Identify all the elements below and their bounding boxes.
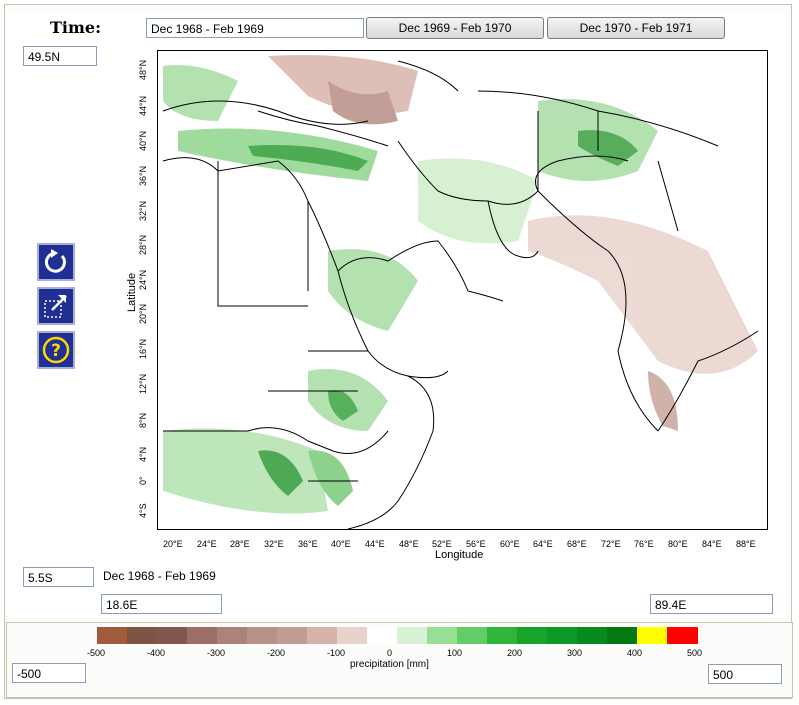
lat-tick: 4°S: [138, 503, 148, 518]
svg-text:?: ?: [51, 341, 61, 361]
lon-tick: 32°E: [264, 539, 284, 549]
lon-tick: 36°E: [298, 539, 318, 549]
colorbar-cell: [547, 627, 578, 644]
lat-tick: 12°N: [138, 373, 148, 394]
lat-tick: 24°N: [138, 269, 148, 290]
colorbar-min-field[interactable]: -500: [12, 663, 86, 683]
latitude-axis-title: Latitude: [126, 272, 138, 312]
lat-tick: 0°: [138, 476, 148, 485]
refresh-button[interactable]: [37, 243, 75, 281]
colorbar-cell: [427, 627, 458, 644]
lat-tick: 36°N: [138, 165, 148, 186]
colorbar-cell: [367, 627, 398, 644]
lat-tick: 16°N: [138, 338, 148, 359]
colorbar-cell: [127, 627, 158, 644]
colorbar-cell: [667, 627, 698, 644]
colorbar-cell: [637, 627, 668, 644]
colorbar-tick-label: -100: [327, 648, 346, 658]
longitude-axis-title: Longitude: [435, 549, 484, 561]
colorbar-cell: [397, 627, 428, 644]
help-icon: ?: [42, 336, 70, 364]
precipitation-map[interactable]: [157, 50, 768, 530]
lon-tick: 60°E: [500, 539, 520, 549]
lon-tick: 28°E: [230, 539, 250, 549]
lon-tick: 40°E: [331, 539, 351, 549]
lon-tick: 84°E: [702, 539, 722, 549]
lon-tick: 76°E: [634, 539, 654, 549]
colorbar-title: precipitation [mm]: [350, 659, 429, 670]
lon-tick: 64°E: [533, 539, 553, 549]
lat-tick: 8°N: [138, 412, 148, 428]
north-bound-field[interactable]: 49.5N: [23, 46, 97, 66]
lat-tick: 44°N: [138, 95, 148, 116]
colorbar-tick-label: -400: [147, 648, 166, 658]
west-bound-field[interactable]: 18.6E: [101, 594, 222, 614]
zoom-region-icon: [44, 295, 67, 318]
colorbar-cell: [487, 627, 518, 644]
refresh-icon: [44, 249, 66, 273]
help-button[interactable]: ?: [37, 331, 75, 369]
south-bound-field[interactable]: 5.5S: [23, 567, 94, 587]
colorbar-cell: [217, 627, 248, 644]
colorbar-cell: [97, 627, 128, 644]
colorbar-cell: [607, 627, 638, 644]
colorbar-tick-label: 0: [387, 648, 393, 658]
colorbar-tick-label: 300: [567, 648, 583, 658]
colorbar-tick-label: -200: [267, 648, 286, 658]
colorbar-tick-label: 400: [627, 648, 643, 658]
lon-tick: 68°E: [567, 539, 587, 549]
lat-tick: 48°N: [138, 59, 148, 80]
lon-tick: 52°E: [432, 539, 452, 549]
zoom-region-button[interactable]: [37, 287, 75, 325]
colorbar-tick-label: 100: [447, 648, 463, 658]
lon-tick: 48°E: [399, 539, 419, 549]
lat-tick: 20°N: [138, 303, 148, 324]
lon-tick: 88°E: [736, 539, 756, 549]
colorbar-max-field[interactable]: 500: [708, 664, 782, 684]
colorbar-cell: [517, 627, 548, 644]
lat-tick: 32°N: [138, 200, 148, 221]
lat-tick: 40°N: [138, 130, 148, 151]
colorbar-tick-label: 500: [687, 648, 703, 658]
colorbar-cell: [577, 627, 608, 644]
colorbar-cell: [247, 627, 278, 644]
map-canvas: [162, 55, 759, 529]
colorbar-cell: [187, 627, 218, 644]
current-period-field[interactable]: Dec 1968 - Feb 1969: [146, 18, 364, 38]
colorbar-tick-label: -300: [207, 648, 226, 658]
colorbar-tick-label: 200: [507, 648, 523, 658]
period-button-1969-1970[interactable]: Dec 1969 - Feb 1970: [366, 17, 544, 39]
colorbar-tick-label: -500: [87, 648, 106, 658]
colorbar-cell: [157, 627, 188, 644]
colorbar-cell: [457, 627, 488, 644]
lon-tick: 80°E: [668, 539, 688, 549]
period-caption: Dec 1968 - Feb 1969: [103, 569, 216, 583]
lon-tick: 72°E: [601, 539, 621, 549]
lon-tick: 24°E: [197, 539, 217, 549]
lat-tick: 4°N: [138, 446, 148, 462]
east-bound-field[interactable]: 89.4E: [650, 594, 773, 614]
lon-tick: 20°E: [163, 539, 183, 549]
colorbar-cell: [277, 627, 308, 644]
lat-tick: 28°N: [138, 234, 148, 255]
lon-tick: 44°E: [365, 539, 385, 549]
colorbar-cell: [337, 627, 368, 644]
colorbar-cell: [307, 627, 338, 644]
period-button-1970-1971[interactable]: Dec 1970 - Feb 1971: [547, 17, 725, 39]
time-label: Time:: [50, 18, 101, 37]
lon-tick: 56°E: [466, 539, 486, 549]
